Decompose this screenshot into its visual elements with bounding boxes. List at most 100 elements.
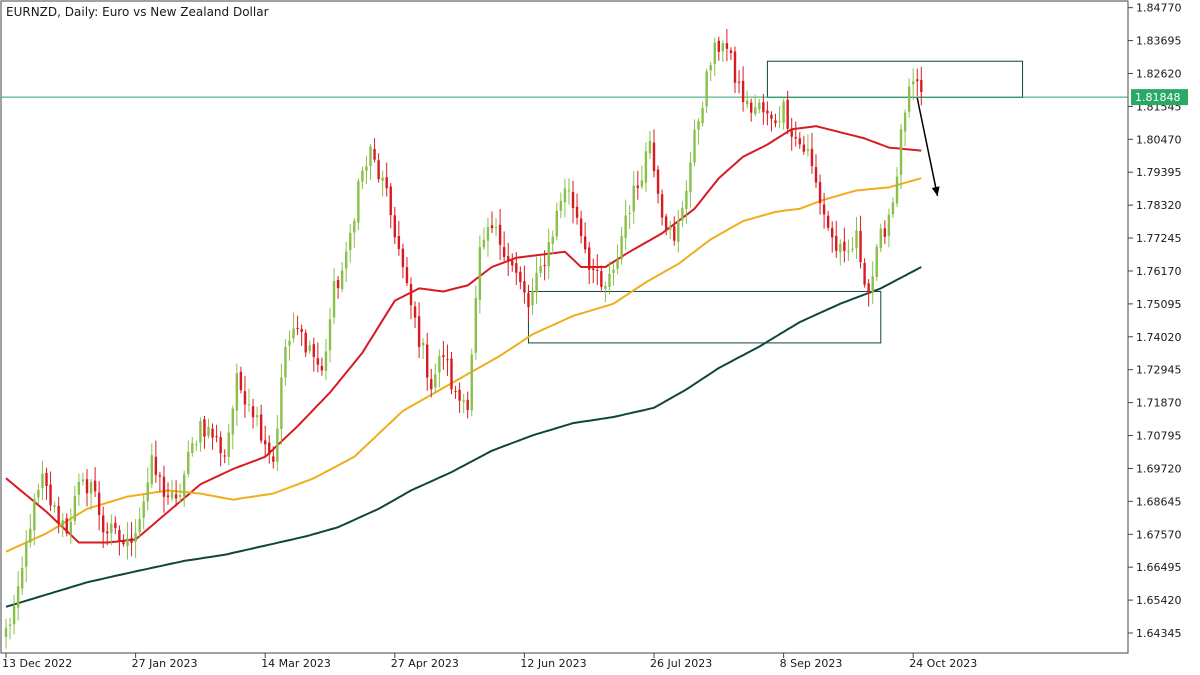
candle-body <box>61 520 64 527</box>
candle-body <box>782 101 785 124</box>
candle <box>790 117 793 151</box>
candle <box>701 101 704 127</box>
y-tick-label: 1.77245 <box>1136 232 1182 245</box>
candle-body <box>187 451 190 475</box>
candle <box>490 211 494 233</box>
current-price-label: 1.81848 <box>1135 91 1181 104</box>
candle-body <box>907 86 911 112</box>
x-tick-label: 8 Sep 2023 <box>780 657 843 670</box>
candle-body <box>409 283 413 306</box>
candle-body <box>288 340 291 346</box>
candle <box>847 239 850 261</box>
candle-body <box>118 529 121 542</box>
candle-body <box>596 269 599 271</box>
candle <box>353 217 356 248</box>
candle-body <box>531 290 534 306</box>
candle <box>903 109 907 147</box>
candle-body <box>345 251 348 269</box>
candle-body <box>770 114 773 119</box>
candle-body <box>458 389 461 401</box>
x-tick-label: 24 Oct 2023 <box>909 657 977 670</box>
candle-body <box>899 129 903 175</box>
candle <box>754 94 757 117</box>
candle-body <box>369 146 372 167</box>
candle-body <box>741 80 745 103</box>
candle-body <box>778 121 781 123</box>
candle-body <box>29 528 32 543</box>
candle <box>49 471 52 511</box>
candle <box>535 256 538 304</box>
candle <box>920 66 923 106</box>
candle-body <box>847 251 850 253</box>
candle-body <box>138 519 141 533</box>
candle <box>620 226 623 265</box>
candle <box>130 521 133 557</box>
candle-body <box>373 148 376 160</box>
candle-body <box>25 542 28 567</box>
candle <box>839 239 842 266</box>
candle-body <box>664 216 668 230</box>
candle <box>150 443 153 489</box>
candle-body <box>426 344 429 378</box>
x-tick-label: 12 Jun 2023 <box>520 657 586 670</box>
candle-body <box>482 239 486 248</box>
candle-body <box>69 521 72 535</box>
candle-body <box>750 102 753 113</box>
candle <box>65 513 68 537</box>
candle <box>385 162 388 197</box>
candle <box>673 216 676 246</box>
candle <box>596 254 599 286</box>
candle-body <box>170 492 174 499</box>
candle-body <box>385 177 388 189</box>
x-tick-label: 27 Apr 2023 <box>391 657 459 670</box>
candle-body <box>300 328 303 332</box>
candle <box>405 257 409 286</box>
candle-body <box>839 243 842 253</box>
candle <box>579 210 583 244</box>
candle-body <box>178 494 182 497</box>
candle-body <box>336 279 340 289</box>
candle <box>247 388 251 412</box>
candle <box>733 46 737 94</box>
candle <box>207 418 210 439</box>
candle-body <box>693 129 696 163</box>
candle-body <box>689 162 692 193</box>
candle <box>239 366 243 394</box>
candle <box>446 344 449 376</box>
candle-body <box>255 415 259 418</box>
candle <box>782 98 785 130</box>
candle <box>73 485 77 526</box>
candle-body <box>519 271 522 283</box>
candle-body <box>134 533 137 542</box>
candle <box>349 224 352 263</box>
candle <box>474 285 477 360</box>
candle-body <box>486 226 490 241</box>
candle <box>114 516 117 534</box>
candle <box>766 101 769 126</box>
candle-body <box>397 236 401 250</box>
candle <box>324 339 328 380</box>
candle <box>616 244 619 275</box>
candle-body <box>454 390 457 392</box>
candle-body <box>122 541 125 545</box>
candle-body <box>215 436 218 438</box>
candle <box>612 263 615 286</box>
candle <box>628 204 631 230</box>
candle <box>717 36 720 61</box>
candle <box>442 340 445 370</box>
candle-body <box>434 374 437 388</box>
candle-body <box>37 489 40 498</box>
candle-body <box>729 50 733 54</box>
candle-body <box>843 241 846 251</box>
candle <box>118 525 121 556</box>
candle-body <box>855 230 858 249</box>
candle-body <box>555 210 558 237</box>
candle <box>336 276 340 299</box>
candle <box>652 129 656 178</box>
candle <box>215 424 218 443</box>
y-tick-label: 1.75095 <box>1136 298 1182 311</box>
candle-body <box>883 228 887 237</box>
candle-body <box>77 481 81 495</box>
candle <box>660 189 664 226</box>
candle <box>89 478 93 510</box>
